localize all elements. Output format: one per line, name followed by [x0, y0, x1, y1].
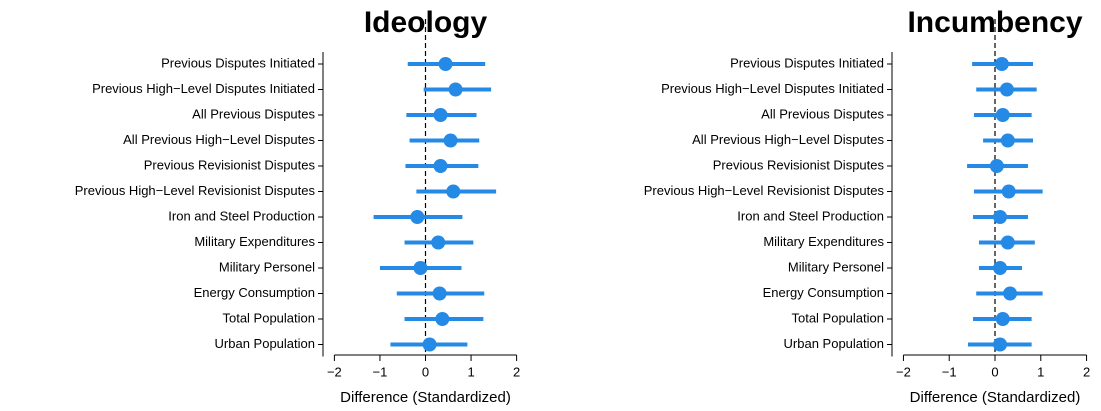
- point: [446, 184, 461, 199]
- x-tick-label: −2: [896, 364, 911, 379]
- point: [431, 235, 446, 250]
- y-tick-label: Total Population: [222, 310, 315, 325]
- y-tick-label: Previous Revisionist Disputes: [713, 157, 885, 172]
- y-tick-label: All Previous Disputes: [761, 106, 884, 121]
- point: [995, 108, 1010, 122]
- y-tick-label: All Previous High−Level Disputes: [123, 132, 315, 147]
- point: [993, 210, 1008, 224]
- point: [993, 261, 1008, 275]
- point: [433, 159, 448, 173]
- point: [410, 210, 425, 224]
- point: [443, 133, 458, 148]
- y-tick-label: Energy Consumption: [763, 285, 884, 300]
- y-tick-label: Previous High−Level Disputes Initiated: [661, 81, 884, 96]
- point: [422, 337, 437, 352]
- y-tick-label: Military Expenditures: [194, 234, 315, 249]
- y-tick-label: All Previous Disputes: [192, 106, 315, 121]
- point: [999, 82, 1014, 97]
- point: [1000, 235, 1015, 250]
- point: [989, 159, 1004, 173]
- y-tick-label: Previous High−Level Disputes Initiated: [92, 81, 315, 96]
- x-tick-label: 0: [991, 364, 998, 379]
- point: [1000, 133, 1015, 148]
- y-tick-label: Urban Population: [784, 336, 884, 351]
- x-tick-label: 1: [1037, 364, 1044, 379]
- point: [448, 82, 463, 97]
- y-tick-label: Previous Disputes Initiated: [161, 55, 315, 70]
- point: [435, 312, 450, 326]
- x-tick-label: 0: [422, 364, 429, 379]
- y-tick-label: Urban Population: [215, 336, 315, 351]
- x-tick-label: −1: [942, 364, 957, 379]
- x-tick-label: −2: [327, 364, 342, 379]
- point: [432, 286, 447, 301]
- x-axis-label: Difference (Standardized): [910, 389, 1081, 406]
- x-tick-label: −1: [373, 364, 388, 379]
- x-axis-label: Difference (Standardized): [340, 389, 511, 406]
- y-tick-label: Military Personel: [219, 259, 315, 274]
- y-tick-label: Iron and Steel Production: [737, 208, 884, 223]
- y-tick-label: Previous Disputes Initiated: [730, 55, 884, 70]
- y-tick-label: Military Personel: [788, 259, 884, 274]
- point: [1001, 184, 1016, 199]
- point: [993, 337, 1008, 352]
- y-tick-label: Energy Consumption: [194, 285, 315, 300]
- y-tick-label: Military Expenditures: [763, 234, 884, 249]
- y-tick-label: Previous High−Level Revisionist Disputes: [644, 183, 885, 198]
- y-tick-label: Iron and Steel Production: [168, 208, 315, 223]
- y-tick-label: Previous High−Level Revisionist Disputes: [75, 183, 316, 198]
- x-tick-label: 1: [467, 364, 474, 379]
- point: [1003, 286, 1018, 301]
- point: [433, 108, 448, 122]
- y-tick-label: All Previous High−Level Disputes: [692, 132, 884, 147]
- point: [995, 312, 1010, 326]
- x-tick-label: 2: [513, 364, 520, 379]
- point: [438, 57, 453, 71]
- y-tick-label: Previous Revisionist Disputes: [144, 157, 316, 172]
- y-tick-label: Total Population: [791, 310, 884, 325]
- point: [413, 261, 428, 275]
- x-tick-label: 2: [1083, 364, 1090, 379]
- point: [994, 57, 1009, 71]
